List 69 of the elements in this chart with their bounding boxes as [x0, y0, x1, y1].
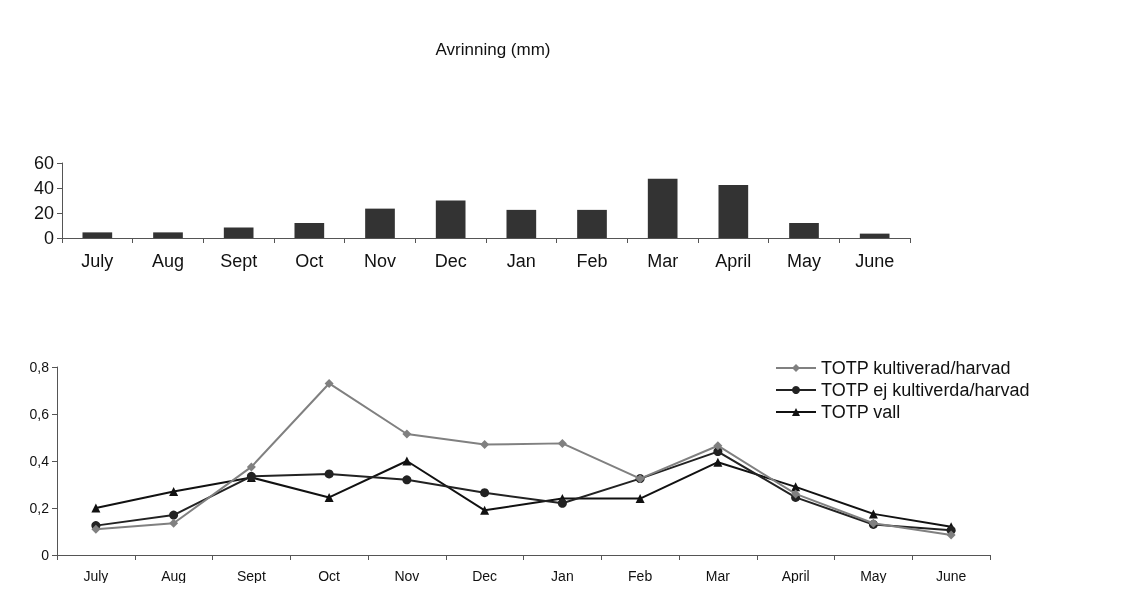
- point: [557, 498, 567, 508]
- x-tick-label: Oct: [295, 251, 324, 271]
- chart-title: Avrinning (mm): [435, 40, 551, 59]
- bar: [435, 200, 466, 238]
- x-tick-label: Jan: [551, 568, 574, 584]
- point: [480, 440, 490, 450]
- point: [480, 488, 490, 498]
- point: [713, 441, 723, 451]
- x-tick-label: Feb: [628, 568, 653, 584]
- x-tick-label: Mar: [647, 251, 679, 271]
- point: [324, 492, 334, 502]
- y-tick-label: 0,8: [29, 359, 50, 375]
- x-tick-label: Oct: [318, 568, 341, 584]
- legend-label: TOTP vall: [821, 402, 901, 422]
- x-tick-label: Nov: [394, 568, 420, 584]
- point: [169, 510, 179, 520]
- x-tick-label: Sept: [220, 251, 258, 271]
- y-tick-label: 0: [43, 228, 54, 248]
- x-tick-label: Aug: [151, 251, 185, 271]
- x-tick-label: July: [83, 568, 109, 584]
- y-tick-label: 0,6: [29, 406, 50, 422]
- point: [324, 378, 334, 388]
- x-tick-label: Dec: [434, 251, 467, 271]
- point: [91, 503, 101, 513]
- legend-label: TOTP ej kultiverda/harvad: [821, 380, 1030, 400]
- x-tick-label: Dec: [472, 568, 498, 584]
- bar: [506, 209, 537, 238]
- bar: [153, 232, 183, 238]
- y-tick-label: 0,4: [29, 453, 50, 469]
- point: [480, 505, 490, 515]
- x-tick-label: Jan: [506, 251, 536, 271]
- bar: [577, 209, 607, 238]
- x-tick-label: June: [855, 251, 895, 271]
- point: [402, 429, 412, 439]
- x-tick-label: June: [935, 568, 967, 584]
- point: [402, 475, 412, 485]
- bar: [647, 178, 678, 238]
- point: [635, 494, 645, 504]
- bar: [718, 184, 749, 238]
- bar: [365, 208, 395, 238]
- x-tick-label: April: [781, 568, 810, 584]
- point: [324, 469, 334, 479]
- x-tick-label: Nov: [363, 251, 397, 271]
- bar: [294, 223, 325, 238]
- x-tick-label: May: [860, 568, 887, 584]
- point: [169, 487, 179, 497]
- x-tick-label: Mar: [705, 568, 731, 584]
- y-tick-label: 20: [33, 203, 54, 223]
- x-tick-label: July: [81, 251, 114, 271]
- bar: [859, 233, 890, 238]
- point: [557, 438, 567, 448]
- x-tick-label: May: [786, 251, 822, 271]
- x-tick-label: Feb: [576, 251, 608, 271]
- y-tick-label: 0,2: [29, 500, 50, 516]
- y-tick-label: 40: [33, 178, 54, 198]
- y-tick-label: 60: [33, 153, 54, 173]
- point: [946, 530, 956, 540]
- point: [246, 462, 256, 472]
- x-tick-label: Sept: [236, 568, 266, 584]
- x-tick-label: April: [715, 251, 752, 271]
- bar: [789, 223, 819, 238]
- point: [169, 518, 179, 528]
- x-tick-label: Aug: [161, 568, 187, 584]
- legend-label: TOTP kultiverad/harvad: [821, 358, 1011, 378]
- bar: [82, 232, 113, 238]
- bar: [223, 227, 254, 238]
- point: [713, 457, 723, 467]
- y-tick-label: 0: [41, 547, 50, 563]
- point: [402, 456, 412, 466]
